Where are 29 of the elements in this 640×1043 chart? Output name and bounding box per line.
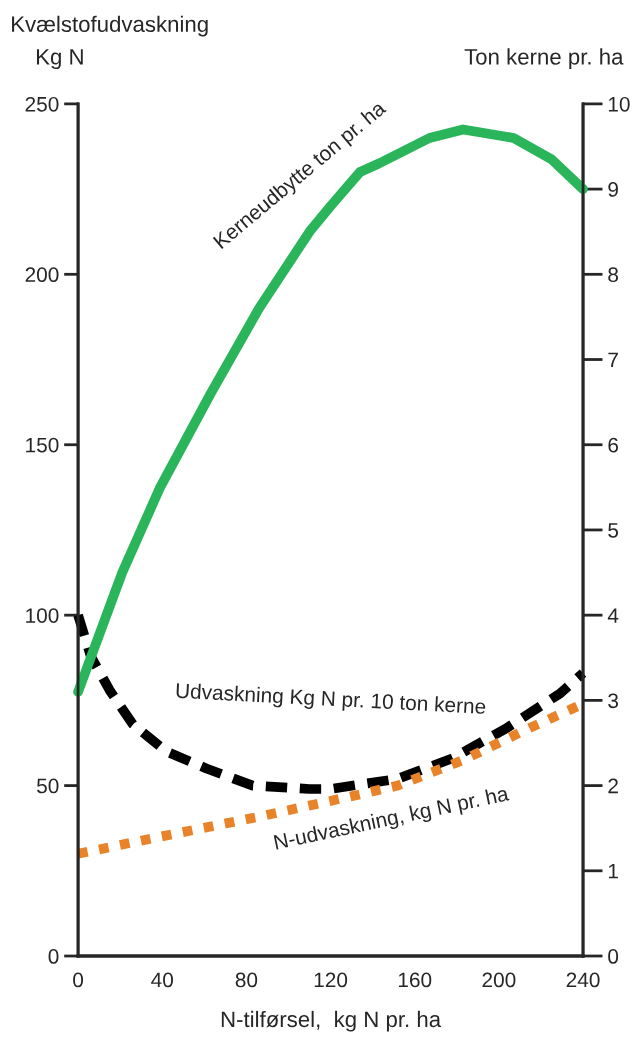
y2-axis-title: Ton kerne pr. ha — [464, 48, 624, 70]
y2-tick-label: 5 — [608, 523, 619, 538]
chart-title: Kvælstofudvaskning — [12, 15, 208, 37]
y-tick-label: 100 — [26, 608, 59, 623]
y-tick-label: 150 — [26, 437, 59, 453]
y-tick-label: 200 — [25, 267, 59, 283]
y2-tick-label: 7 — [608, 352, 618, 368]
y2-tick-label: 8 — [608, 267, 619, 283]
y2-tick-label: 0 — [608, 949, 619, 964]
y2-tick-label: 9 — [608, 182, 618, 197]
y-tick-label: 50 — [36, 778, 59, 794]
x-tick-label: 160 — [398, 972, 432, 988]
y-axis-title: Kg N — [36, 49, 83, 70]
y-tick-label: 250 — [25, 96, 59, 112]
y2-tick-label: 6 — [608, 437, 619, 453]
y-tick-label: 0 — [48, 949, 59, 964]
y2-tick-label: 2 — [608, 778, 618, 794]
x-tick-label: 120 — [314, 972, 348, 988]
x-tick-label: 0 — [73, 972, 84, 988]
y2-tick-label: 3 — [608, 693, 619, 709]
x-tick-label: 200 — [482, 972, 516, 988]
series-label: Udvaskning Kg N pr. 10 ton kerne — [176, 682, 486, 719]
y2-tick-label: 4 — [607, 608, 619, 623]
y2-tick-label: 10 — [608, 96, 630, 112]
y2-tick-label: 1 — [608, 864, 618, 879]
x-axis-title: N-tilførsel, kg N pr. ha — [221, 1010, 442, 1032]
x-tick-label: 40 — [151, 972, 174, 988]
x-tick-label: 240 — [566, 972, 600, 988]
x-tick-label: 80 — [235, 972, 258, 988]
